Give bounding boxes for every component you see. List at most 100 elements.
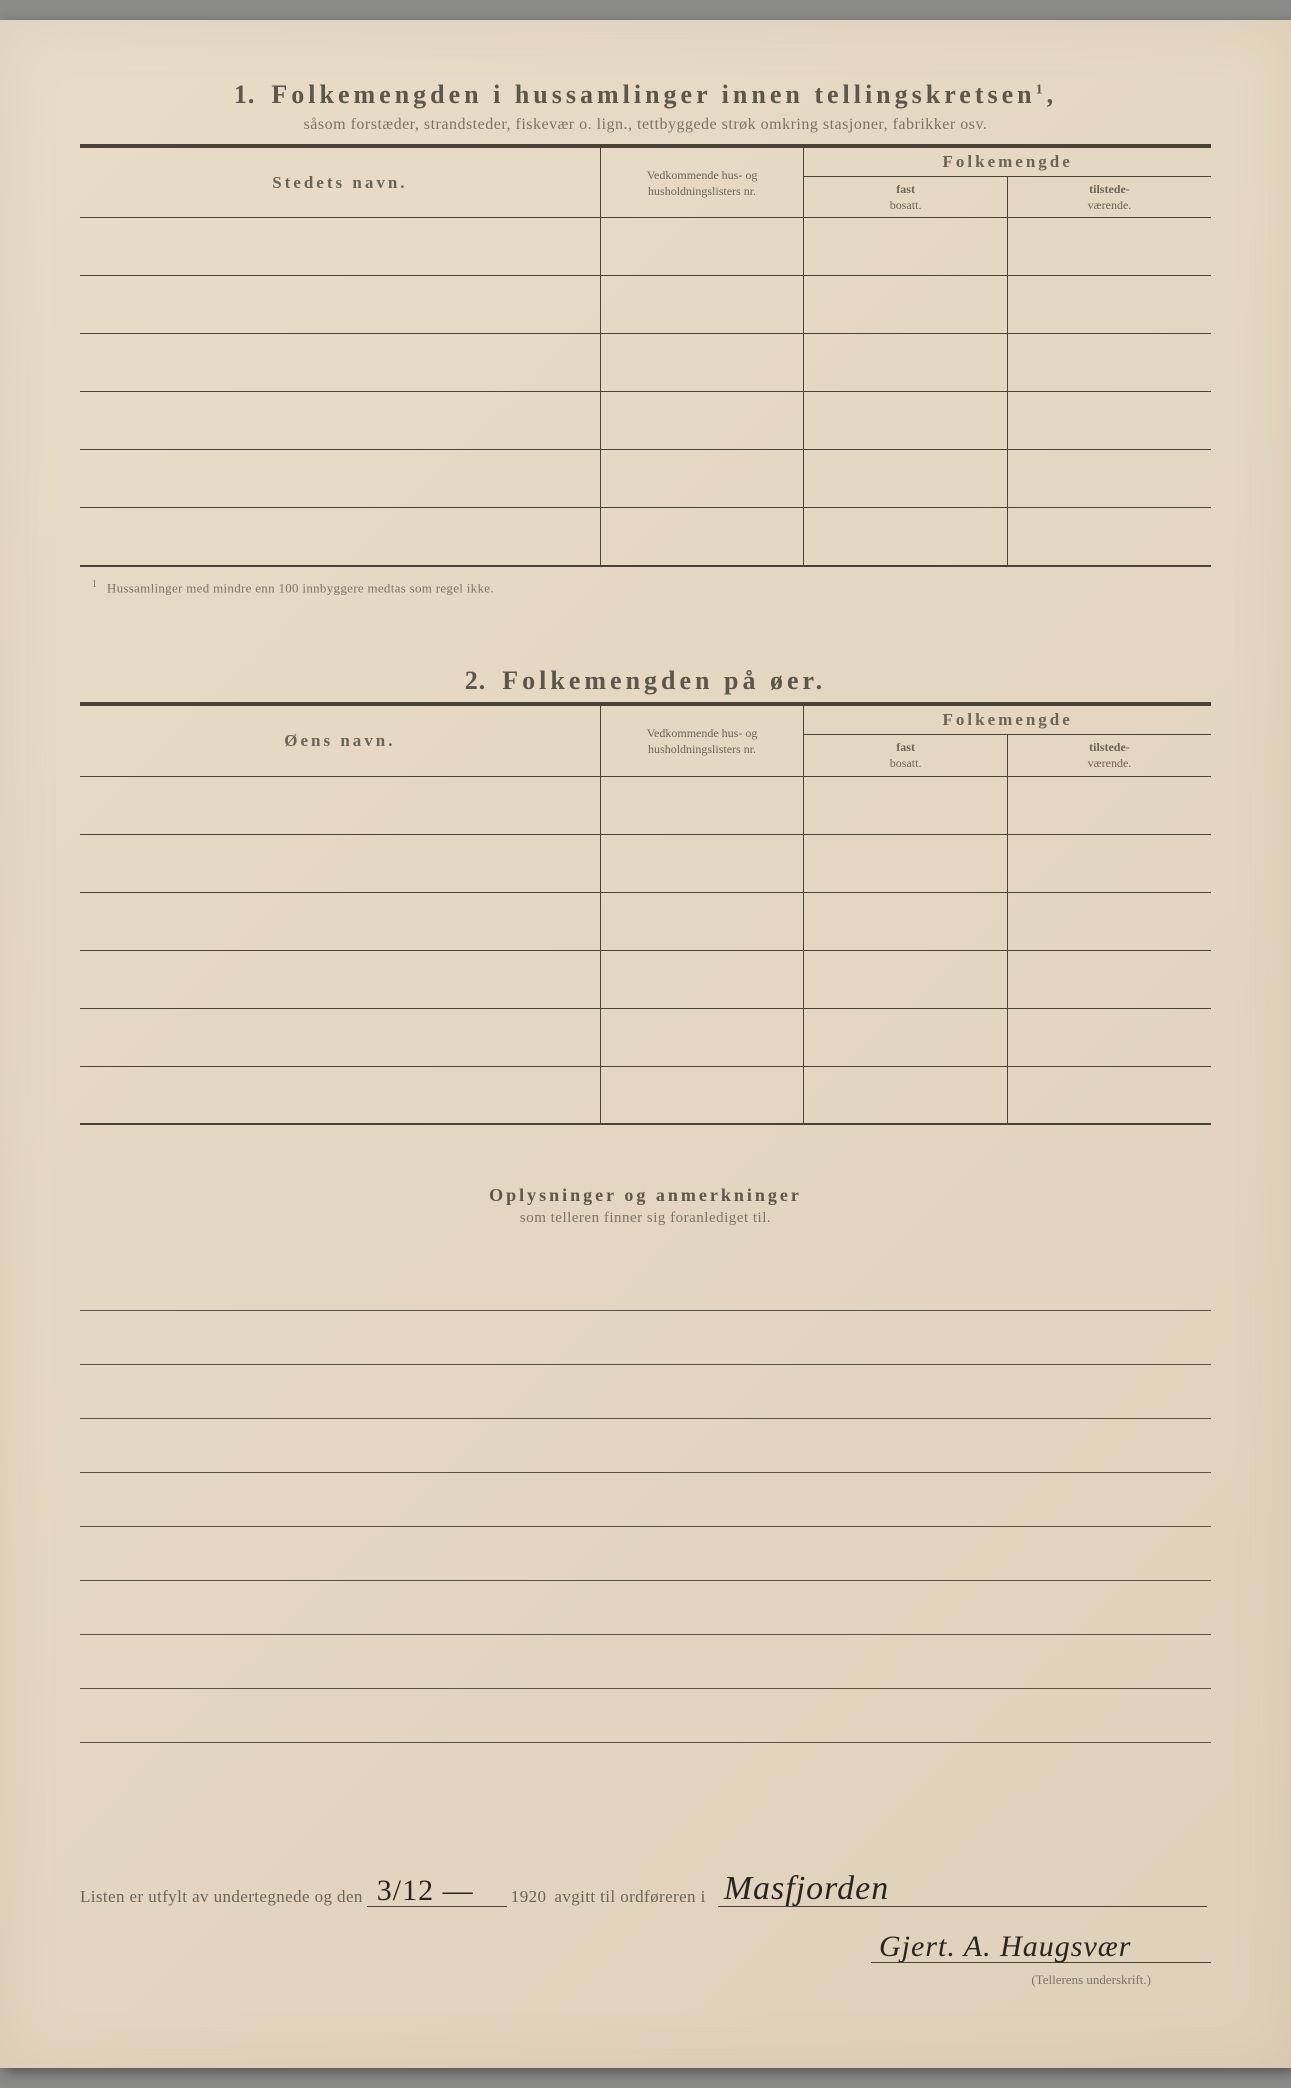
census-form-page: 1. Folkemengden i hussamlinger innen tel… <box>0 20 1291 2068</box>
t1-col-til: tilstede-værende. <box>1007 177 1211 218</box>
table2: Øens navn. Vedkommende hus- og husholdni… <box>80 704 1211 1125</box>
place-blank: Masfjorden <box>718 1881 1207 1907</box>
section3: Oplysninger og anmerkninger som telleren… <box>80 1185 1211 1743</box>
t1-col-ref: Vedkommende hus- og husholdningslisters … <box>600 147 804 218</box>
table-cell <box>80 950 600 1008</box>
table-row <box>80 950 1211 1008</box>
section1-title-row: 1. Folkemengden i hussamlinger innen tel… <box>80 80 1211 110</box>
table-cell <box>600 392 804 450</box>
note-line <box>80 1419 1211 1473</box>
table-row <box>80 450 1211 508</box>
table-cell <box>80 392 600 450</box>
note-line <box>80 1311 1211 1365</box>
date-blank: 3/12 — <box>367 1881 507 1907</box>
section2-number: 2. <box>465 666 487 695</box>
table-row <box>80 392 1211 450</box>
table-cell <box>80 218 600 276</box>
table-cell <box>804 834 1008 892</box>
table-cell <box>600 450 804 508</box>
table-cell <box>1007 950 1211 1008</box>
table-row <box>80 1066 1211 1124</box>
section2: 2. Folkemengden på øer. Øens navn. Vedko… <box>80 666 1211 1125</box>
table-row <box>80 218 1211 276</box>
t1-col-pop: Folkemengde <box>804 147 1211 177</box>
note-line <box>80 1473 1211 1527</box>
table-cell <box>600 334 804 392</box>
table1: Stedets navn. Vedkommende hus- og hushol… <box>80 146 1211 567</box>
t2-col-ref: Vedkommende hus- og husholdningslisters … <box>600 705 804 776</box>
footnote-text: Hussamlinger med mindre enn 100 innbygge… <box>107 580 494 595</box>
table-cell <box>1007 776 1211 834</box>
section1-subtitle: såsom forstæder, strandsteder, fiskevær … <box>80 116 1211 134</box>
section1-number: 1. <box>234 80 256 109</box>
signature-caption: (Tellerens underskrift.) <box>80 1972 1211 1988</box>
table-cell <box>1007 392 1211 450</box>
signature-name-row: Gjert. A. Haugsvær <box>80 1929 1211 1968</box>
note-line <box>80 1527 1211 1581</box>
handwritten-place: Masfjorden <box>724 1870 890 1908</box>
table-cell <box>80 450 600 508</box>
table-cell <box>804 450 1008 508</box>
note-line <box>80 1689 1211 1743</box>
table-cell <box>1007 276 1211 334</box>
signature-name-blank: Gjert. A. Haugsvær <box>871 1929 1211 1963</box>
note-line <box>80 1635 1211 1689</box>
table-cell <box>600 834 804 892</box>
sig-prefix: Listen er utfylt av undertegnede og den <box>80 1887 363 1907</box>
signature-line: Listen er utfylt av undertegnede og den … <box>80 1881 1211 1907</box>
table-cell <box>600 508 804 566</box>
table-cell <box>600 776 804 834</box>
section3-title: Oplysninger og anmerkninger <box>80 1185 1211 1206</box>
table-cell <box>600 892 804 950</box>
notes-lines <box>80 1257 1211 1743</box>
t2-col-pop: Folkemengde <box>804 705 1211 735</box>
table-cell <box>80 892 600 950</box>
table-row <box>80 276 1211 334</box>
footnote-number: 1 <box>92 579 97 590</box>
section1-title: Folkemengden i hussamlinger innen tellin… <box>271 80 1057 109</box>
table-cell <box>600 950 804 1008</box>
table-cell <box>804 276 1008 334</box>
table-row <box>80 892 1211 950</box>
table-cell <box>804 508 1008 566</box>
table-cell <box>804 776 1008 834</box>
table-cell <box>600 218 804 276</box>
t1-col-fast: fastbosatt. <box>804 177 1008 218</box>
section1-title-sup: 1 <box>1036 82 1047 97</box>
t2-col-name: Øens navn. <box>80 705 600 776</box>
table-cell <box>80 1008 600 1066</box>
t2-col-til: tilstede-værende. <box>1007 735 1211 776</box>
sig-mid: avgitt til ordføreren i <box>554 1887 705 1907</box>
table-cell <box>804 334 1008 392</box>
section2-title-row: 2. Folkemengden på øer. <box>80 666 1211 696</box>
table-row <box>80 776 1211 834</box>
table-row <box>80 508 1211 566</box>
note-line <box>80 1581 1211 1635</box>
table-cell <box>80 334 600 392</box>
table-cell <box>80 1066 600 1124</box>
table-cell <box>1007 1008 1211 1066</box>
table-cell <box>1007 508 1211 566</box>
note-line <box>80 1365 1211 1419</box>
table-row <box>80 1008 1211 1066</box>
table-cell <box>804 892 1008 950</box>
table-cell <box>1007 834 1211 892</box>
signature-area: Listen er utfylt av undertegnede og den … <box>80 1881 1211 1988</box>
table-cell <box>1007 450 1211 508</box>
table-cell <box>804 218 1008 276</box>
t2-col-fast: fastbosatt. <box>804 735 1008 776</box>
table-cell <box>80 776 600 834</box>
table-cell <box>80 834 600 892</box>
table-cell <box>80 508 600 566</box>
t1-col-name: Stedets navn. <box>80 147 600 218</box>
table-row <box>80 334 1211 392</box>
sig-year: 1920 <box>511 1887 547 1907</box>
table-cell <box>1007 334 1211 392</box>
table-cell <box>804 392 1008 450</box>
table-cell <box>804 1066 1008 1124</box>
table-cell <box>80 276 600 334</box>
section2-title: Folkemengden på øer. <box>502 666 826 695</box>
table-row <box>80 834 1211 892</box>
table-cell <box>600 276 804 334</box>
table-cell <box>1007 892 1211 950</box>
